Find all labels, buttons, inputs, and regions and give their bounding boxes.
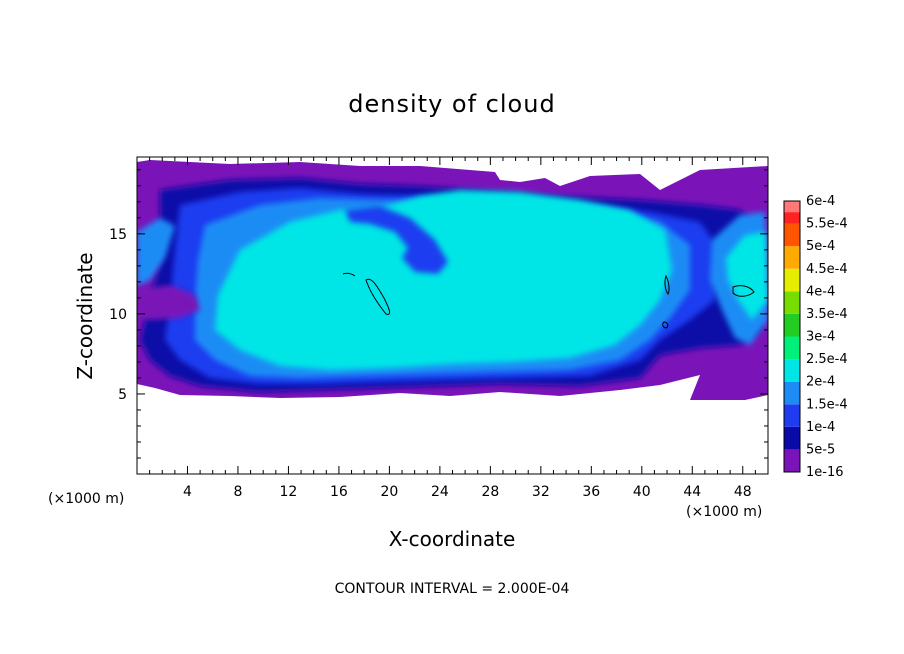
x-tick-label: 36 <box>582 484 600 500</box>
colorbar-swatch-top <box>784 201 800 213</box>
colorbar-swatch <box>784 223 800 247</box>
cloud-left-intrusion <box>137 285 200 320</box>
colorbar-swatch <box>784 268 800 292</box>
colorbar-label: 1e-4 <box>806 420 835 435</box>
colorbar-label: 5e-4 <box>806 239 835 254</box>
colorbar-swatch <box>784 313 800 337</box>
cloud-left-streak <box>137 218 175 286</box>
colorbar-swatch <box>784 291 800 314</box>
y-tick-label: 10 <box>109 307 127 323</box>
x-unit-left: (×1000 m) <box>48 491 124 507</box>
colorbar-swatch <box>784 359 800 382</box>
colorbar-label: 4e-4 <box>806 284 835 299</box>
cloud-hook <box>345 206 448 274</box>
colorbar-swatch <box>784 449 800 472</box>
colorbar-swatch <box>784 404 800 427</box>
colorbar-label: 3.5e-4 <box>806 307 848 322</box>
y-tick-label: 15 <box>109 227 127 243</box>
colorbar-label: 5.5e-4 <box>806 217 848 232</box>
colorbar: 1e-16 5e-5 1e-4 1.5e-4 2e-4 2.5e-4 3e-4 3.5e-4 4… <box>783 194 848 480</box>
colorbar-label: 2e-4 <box>806 375 835 390</box>
y-axis-ticks: 5 10 15 <box>109 169 768 459</box>
colorbar-label: 6e-4 <box>806 194 835 209</box>
x-axis-ticks: 4 8 12 16 20 24 28 32 36 40 44 48 <box>149 157 756 500</box>
contour-interval-note: CONTOUR INTERVAL = 2.000E-04 <box>335 581 570 597</box>
x-tick-label: 48 <box>734 484 752 500</box>
colorbar-label: 2.5e-4 <box>806 352 848 367</box>
colorbar-frame <box>783 200 801 473</box>
colorbar-label: 5e-5 <box>806 442 835 457</box>
x-axis-label: X-coordinate <box>389 527 516 551</box>
x-tick-label: 4 <box>183 484 192 500</box>
colorbar-label: 1e-16 <box>806 465 844 480</box>
x-tick-label: 20 <box>380 484 398 500</box>
x-tick-label: 24 <box>431 484 449 500</box>
x-tick-label: 28 <box>481 484 499 500</box>
density-field <box>137 157 768 474</box>
x-unit-right: (×1000 m) <box>686 504 762 520</box>
contour-lines <box>342 272 755 329</box>
colorbar-swatch <box>784 336 800 360</box>
x-tick-label: 12 <box>280 484 298 500</box>
x-tick-label: 44 <box>683 484 701 500</box>
x-tick-label: 16 <box>330 484 348 500</box>
y-tick-label: 5 <box>118 387 127 403</box>
cloud-core-2e-4 <box>215 190 672 370</box>
x-tick-label: 32 <box>532 484 550 500</box>
x-tick-label: 40 <box>633 484 651 500</box>
y-axis-label: Z-coordinate <box>73 252 97 379</box>
colorbar-swatch <box>784 426 800 450</box>
cloud-right-column-core <box>726 232 768 320</box>
colorbar-label: 4.5e-4 <box>806 262 848 277</box>
x-tick-label: 8 <box>233 484 242 500</box>
chart-title: density of cloud <box>348 90 555 118</box>
colorbar-swatch <box>784 381 800 405</box>
colorbar-label: 3e-4 <box>806 330 835 345</box>
colorbar-swatch <box>784 246 800 269</box>
colorbar-label: 1.5e-4 <box>806 397 848 412</box>
